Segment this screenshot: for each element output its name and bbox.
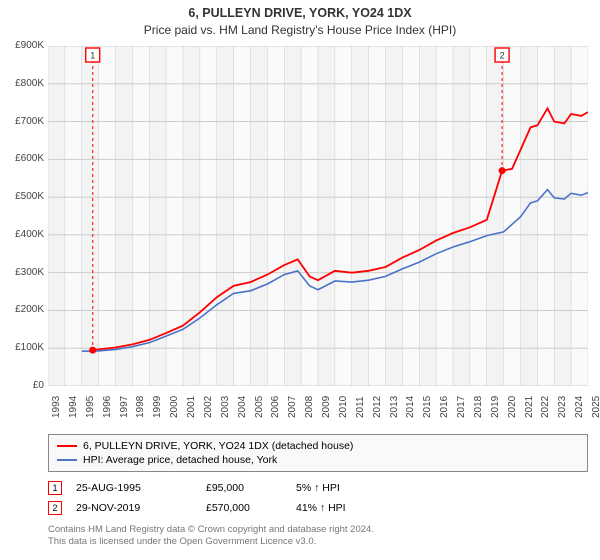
y-tick-label: £300K [2,267,44,278]
cell-pct: 5% ↑ HPI [296,482,386,494]
legend-label: 6, PULLEYN DRIVE, YORK, YO24 1DX (detach… [83,440,353,452]
x-tick-label: 2005 [254,396,265,418]
x-tick-label: 2002 [203,396,214,418]
x-tick-label: 1999 [152,396,163,418]
y-tick-label: £900K [2,40,44,51]
legend-swatch-icon [57,459,77,461]
x-tick-label: 2006 [270,396,281,418]
x-tick-label: 2008 [304,396,315,418]
x-tick-label: 2010 [338,396,349,418]
x-tick-label: 2012 [372,396,383,418]
chart-container: 6, PULLEYN DRIVE, YORK, YO24 1DX Price p… [0,0,600,560]
legend: 6, PULLEYN DRIVE, YORK, YO24 1DX (detach… [48,434,588,472]
x-tick-label: 1994 [68,396,79,418]
x-tick-label: 2013 [389,396,400,418]
x-tick-label: 2015 [422,396,433,418]
x-tick-label: 2019 [490,396,501,418]
marker-icon: 1 [48,481,62,495]
transaction-table: 1 25-AUG-1995 £95,000 5% ↑ HPI 2 29-NOV-… [48,478,588,518]
y-tick-label: £600K [2,153,44,164]
x-tick-label: 2023 [557,396,568,418]
svg-text:1: 1 [90,51,95,61]
x-tick-label: 2001 [186,396,197,418]
footer-attribution: Contains HM Land Registry data © Crown c… [48,524,588,549]
legend-item: 6, PULLEYN DRIVE, YORK, YO24 1DX (detach… [57,439,579,453]
footer-line: This data is licensed under the Open Gov… [48,536,588,548]
legend-item: HPI: Average price, detached house, York [57,453,579,467]
marker-icon: 2 [48,501,62,515]
cell-price: £95,000 [206,482,296,494]
x-tick-label: 2009 [321,396,332,418]
x-tick-label: 2022 [540,396,551,418]
svg-text:2: 2 [500,51,505,61]
chart-svg: 12 [48,46,588,386]
table-row: 2 29-NOV-2019 £570,000 41% ↑ HPI [48,498,588,518]
x-tick-label: 1998 [135,396,146,418]
legend-swatch-icon [57,445,77,447]
chart-title-subtitle: Price paid vs. HM Land Registry's House … [0,20,600,37]
chart-title-address: 6, PULLEYN DRIVE, YORK, YO24 1DX [0,0,600,20]
x-tick-label: 1993 [51,396,62,418]
y-tick-label: £100K [2,342,44,353]
x-axis-labels: 1993 1994 1995 1996 1997 1998 1999 2000 2001 2002… [48,390,588,430]
x-tick-label: 2018 [473,396,484,418]
x-tick-label: 2011 [355,396,366,418]
x-tick-label: 2000 [169,396,180,418]
footer-line: Contains HM Land Registry data © Crown c… [48,524,588,536]
y-tick-label: £0 [2,380,44,391]
y-tick-label: £400K [2,229,44,240]
chart-plot-area: 12 £0£100K£200K£300K£400K£500K£600K£700K… [48,46,588,386]
x-tick-label: 2024 [574,396,585,418]
x-tick-label: 1996 [102,396,113,418]
y-tick-label: £800K [2,78,44,89]
x-tick-label: 2014 [405,396,416,418]
x-tick-label: 2004 [237,396,248,418]
y-tick-label: £500K [2,191,44,202]
y-tick-label: £700K [2,116,44,127]
y-tick-label: £200K [2,304,44,315]
cell-price: £570,000 [206,502,296,514]
x-tick-label: 2020 [507,396,518,418]
x-tick-label: 1995 [85,396,96,418]
x-tick-label: 2007 [287,396,298,418]
table-row: 1 25-AUG-1995 £95,000 5% ↑ HPI [48,478,588,498]
legend-label: HPI: Average price, detached house, York [83,454,277,466]
cell-date: 25-AUG-1995 [76,482,206,494]
x-tick-label: 2016 [439,396,450,418]
x-tick-label: 2025 [591,396,600,418]
cell-date: 29-NOV-2019 [76,502,206,514]
x-tick-label: 2017 [456,396,467,418]
x-tick-label: 2003 [220,396,231,418]
x-tick-label: 2021 [524,396,535,418]
x-tick-label: 1997 [119,396,130,418]
cell-pct: 41% ↑ HPI [296,502,386,514]
